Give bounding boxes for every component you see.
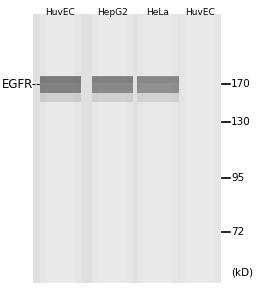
Bar <box>39 93 81 102</box>
Bar <box>137 76 179 92</box>
Text: 170: 170 <box>231 79 251 89</box>
Bar <box>92 76 133 92</box>
Bar <box>39 14 81 283</box>
Text: 72: 72 <box>231 227 244 237</box>
Text: HeLa: HeLa <box>147 8 169 17</box>
Bar <box>92 14 133 283</box>
Bar <box>46 14 75 283</box>
Bar <box>137 14 179 283</box>
Bar <box>39 76 81 92</box>
Text: 95: 95 <box>231 173 244 183</box>
Bar <box>180 14 221 283</box>
Bar <box>137 77 179 83</box>
Bar <box>33 14 221 283</box>
Bar <box>137 93 179 102</box>
Text: HepG2: HepG2 <box>98 8 128 17</box>
Text: HuvEC: HuvEC <box>45 8 75 17</box>
Bar <box>92 77 133 83</box>
Bar <box>98 14 127 283</box>
Text: 130: 130 <box>231 117 251 127</box>
Text: EGFR--: EGFR-- <box>2 78 42 91</box>
Bar <box>186 14 215 283</box>
Bar <box>92 93 133 102</box>
Text: HuvEC: HuvEC <box>186 8 215 17</box>
Bar <box>143 14 172 283</box>
Bar <box>39 77 81 83</box>
Text: (kD): (kD) <box>231 267 253 278</box>
